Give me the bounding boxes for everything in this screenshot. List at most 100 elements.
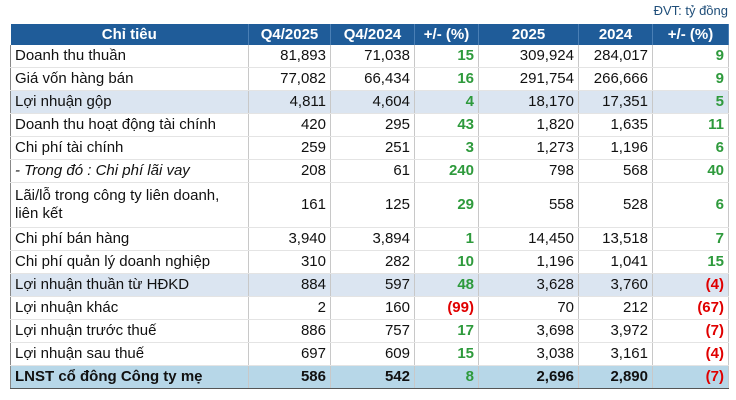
value-cell: 3,972 — [578, 319, 653, 343]
value-cell: 17,351 — [578, 90, 653, 114]
value-cell: 542 — [330, 365, 415, 389]
column-header: +/- (%) — [652, 24, 729, 45]
column-header: 2024 — [578, 24, 653, 45]
value-cell: 70 — [478, 296, 579, 320]
row-label: Lợi nhuận gộp — [10, 90, 249, 114]
value-cell: 13,518 — [578, 227, 653, 251]
value-cell: 259 — [248, 136, 331, 160]
change-cell: 15 — [414, 45, 479, 68]
change-cell: (7) — [652, 365, 729, 389]
table-row: Lợi nhuận trước thuế 886 757 17 3,698 3,972 (7… — [10, 319, 729, 343]
value-cell: 61 — [330, 159, 415, 183]
value-cell: 1,196 — [578, 136, 653, 160]
change-cell: 43 — [414, 113, 479, 137]
column-header: +/- (%) — [414, 24, 479, 45]
value-cell: 2,890 — [578, 365, 653, 389]
change-cell: (67) — [652, 296, 729, 320]
change-cell: 40 — [652, 159, 729, 183]
value-cell: 757 — [330, 319, 415, 343]
value-cell: 160 — [330, 296, 415, 320]
change-cell: 7 — [652, 227, 729, 251]
value-cell: 3,894 — [330, 227, 415, 251]
value-cell: 284,017 — [578, 45, 653, 68]
value-cell: 798 — [478, 159, 579, 183]
value-cell: 212 — [578, 296, 653, 320]
change-cell: 15 — [414, 342, 479, 366]
change-cell: 6 — [652, 182, 729, 228]
value-cell: 1,820 — [478, 113, 579, 137]
change-cell: 3 — [414, 136, 479, 160]
value-cell: 3,161 — [578, 342, 653, 366]
table-row: Chi phí tài chính 259 251 3 1,273 1,196 6 — [10, 136, 729, 160]
value-cell: 282 — [330, 250, 415, 274]
value-cell: 3,628 — [478, 273, 579, 297]
value-cell: 310 — [248, 250, 331, 274]
row-label: Lợi nhuận khác — [10, 296, 249, 320]
unit-note: ĐVT: tỷ đồng — [653, 3, 728, 18]
table-row: Lợi nhuận gộp 4,811 4,604 4 18,170 17,351 5 — [10, 90, 729, 114]
table-row: Doanh thu thuần 81,893 71,038 15 309,924 284,… — [10, 45, 729, 68]
value-cell: 3,760 — [578, 273, 653, 297]
change-cell: 15 — [652, 250, 729, 274]
change-cell: 6 — [652, 136, 729, 160]
table-row: Doanh thu hoạt động tài chính 420 295 43 1,8… — [10, 113, 729, 137]
value-cell: 586 — [248, 365, 331, 389]
row-label: Doanh thu hoạt động tài chính — [10, 113, 249, 137]
column-header: Q4/2024 — [330, 24, 415, 45]
row-label: Lợi nhuận sau thuế — [10, 342, 249, 366]
change-cell: 8 — [414, 365, 479, 389]
value-cell: 4,604 — [330, 90, 415, 114]
value-cell: 1,273 — [478, 136, 579, 160]
value-cell: 18,170 — [478, 90, 579, 114]
change-cell: 240 — [414, 159, 479, 183]
value-cell: 266,666 — [578, 67, 653, 91]
row-label: - Trong đó : Chi phí lãi vay — [10, 159, 249, 183]
row-label: Lãi/lỗ trong công ty liên doanh, liên kế… — [10, 182, 249, 228]
value-cell: 291,754 — [478, 67, 579, 91]
value-cell: 66,434 — [330, 67, 415, 91]
change-cell: 10 — [414, 250, 479, 274]
value-cell: 2,696 — [478, 365, 579, 389]
value-cell: 597 — [330, 273, 415, 297]
row-label: Chi phí bán hàng — [10, 227, 249, 251]
value-cell: 3,038 — [478, 342, 579, 366]
change-cell: 4 — [414, 90, 479, 114]
table-row: Chi phí bán hàng 3,940 3,894 1 14,450 13,518 7 — [10, 227, 729, 251]
change-cell: 16 — [414, 67, 479, 91]
value-cell: 568 — [578, 159, 653, 183]
value-cell: 71,038 — [330, 45, 415, 68]
table-row: Lợi nhuận khác 2 160 (99) 70 212 (67) — [10, 296, 729, 320]
change-cell: 29 — [414, 182, 479, 228]
row-label: Chi phí tài chính — [10, 136, 249, 160]
change-cell: 9 — [652, 45, 729, 68]
value-cell: 125 — [330, 182, 415, 228]
value-cell: 1,196 — [478, 250, 579, 274]
value-cell: 2 — [248, 296, 331, 320]
header-row: Chỉ tiêu Q4/2025 Q4/2024 +/- (%) 2025 2024 +/-… — [10, 24, 729, 45]
row-label: LNST cổ đông Công ty mẹ — [10, 365, 249, 389]
change-cell: 5 — [652, 90, 729, 114]
value-cell: 208 — [248, 159, 331, 183]
value-cell: 161 — [248, 182, 331, 228]
table-row: Lợi nhuận sau thuế 697 609 15 3,038 3,161 (4) — [10, 342, 729, 366]
column-header: Q4/2025 — [248, 24, 331, 45]
row-label: Giá vốn hàng bán — [10, 67, 249, 91]
value-cell: 3,698 — [478, 319, 579, 343]
table-row: Lợi nhuận thuần từ HĐKD 884 597 48 3,628 3,76… — [10, 273, 729, 297]
table-row: Lãi/lỗ trong công ty liên doanh, liên kế… — [10, 182, 729, 228]
change-cell: (4) — [652, 273, 729, 297]
table-row: - Trong đó : Chi phí lãi vay 208 61 240 798 5… — [10, 159, 729, 183]
value-cell: 309,924 — [478, 45, 579, 68]
value-cell: 77,082 — [248, 67, 331, 91]
change-cell: 9 — [652, 67, 729, 91]
value-cell: 558 — [478, 182, 579, 228]
change-cell: 11 — [652, 113, 729, 137]
table-row: Chi phí quản lý doanh nghiệp 310 282 10 1,19… — [10, 250, 729, 274]
column-header: Chỉ tiêu — [10, 24, 249, 45]
change-cell: 1 — [414, 227, 479, 251]
value-cell: 697 — [248, 342, 331, 366]
row-label: Lợi nhuận trước thuế — [10, 319, 249, 343]
value-cell: 3,940 — [248, 227, 331, 251]
table-row: Giá vốn hàng bán 77,082 66,434 16 291,754 266… — [10, 67, 729, 91]
